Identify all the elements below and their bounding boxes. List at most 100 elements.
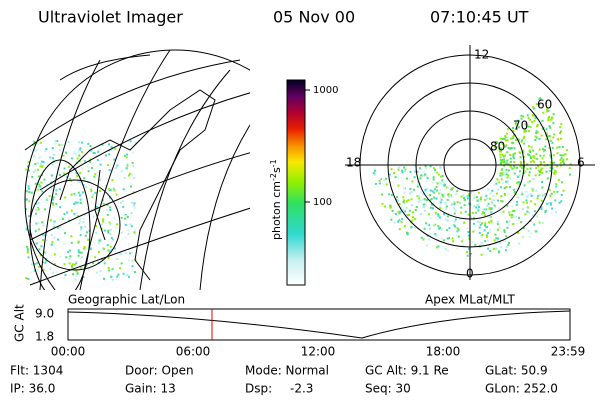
emission-pixel: [480, 235, 483, 238]
emission-pixel: [98, 238, 101, 241]
emission-pixel: [68, 262, 71, 265]
emission-pixel: [81, 150, 84, 153]
emission-pixel: [93, 152, 96, 155]
emission-pixel: [521, 191, 524, 194]
emission-pixel: [546, 110, 549, 113]
emission-pixel: [439, 166, 442, 169]
emission-pixel: [83, 213, 86, 216]
emission-pixel: [431, 181, 434, 184]
emission-pixel: [78, 154, 81, 157]
emission-pixel: [87, 238, 90, 241]
emission-pixel: [78, 222, 81, 225]
emission-pixel: [508, 224, 511, 227]
emission-pixel: [568, 167, 571, 170]
emission-pixel: [539, 97, 542, 100]
emission-pixel: [525, 201, 528, 204]
emission-pixel: [445, 180, 448, 183]
emission-pixel: [77, 251, 80, 254]
emission-pixel: [388, 173, 391, 176]
emission-pixel: [432, 224, 435, 227]
emission-pixel: [34, 230, 37, 233]
emission-pixel: [68, 257, 71, 260]
emission-pixel: [62, 242, 65, 245]
emission-pixel: [519, 193, 522, 196]
emission-pixel: [438, 192, 441, 195]
emission-pixel: [549, 194, 552, 197]
emission-pixel: [468, 213, 471, 216]
emission-pixel: [46, 197, 49, 200]
emission-pixel: [551, 161, 554, 164]
emission-pixel: [73, 152, 76, 155]
emission-pixel: [556, 152, 559, 155]
emission-pixel: [473, 197, 476, 200]
timeline-x-label: 06:00: [176, 345, 211, 359]
emission-pixel: [512, 135, 515, 138]
emission-pixel: [484, 198, 487, 201]
emission-pixel: [112, 216, 115, 219]
emission-pixel: [445, 205, 448, 208]
emission-pixel: [490, 211, 493, 214]
emission-pixel: [503, 240, 506, 243]
emission-pixel: [436, 182, 439, 185]
emission-pixel: [54, 247, 57, 250]
emission-pixel: [89, 188, 92, 191]
emission-pixel: [527, 229, 530, 232]
emission-pixel: [554, 169, 557, 172]
emission-pixel: [501, 158, 504, 161]
emission-pixel: [501, 200, 504, 203]
emission-pixel: [501, 173, 504, 176]
emission-pixel: [56, 160, 59, 163]
emission-pixel: [476, 220, 479, 223]
emission-pixel: [507, 163, 510, 166]
emission-pixel: [70, 209, 73, 212]
emission-pixel: [534, 139, 537, 142]
timeline-axis-label: GC Alt: [13, 304, 27, 342]
emission-pixel: [109, 223, 112, 226]
emission-pixel: [469, 192, 472, 195]
emission-pixel: [492, 194, 495, 197]
emission-pixel: [569, 173, 572, 176]
polar-label: 12: [474, 48, 489, 62]
emission-pixel: [39, 165, 42, 168]
emission-pixel: [116, 163, 119, 166]
polar-plot: [345, 45, 595, 280]
emission-pixel: [427, 194, 430, 197]
emission-pixel: [380, 193, 383, 196]
emission-pixel: [49, 267, 52, 270]
emission-pixel: [51, 241, 54, 244]
emission-pixel: [534, 203, 537, 206]
emission-pixel: [63, 213, 66, 216]
emission-pixel: [488, 193, 491, 196]
emission-pixel: [517, 181, 520, 184]
emission-pixel: [509, 164, 512, 167]
emission-pixel: [81, 168, 84, 171]
emission-pixel: [402, 199, 405, 202]
emission-pixel: [429, 228, 432, 231]
emission-pixel: [554, 170, 557, 173]
emission-pixel: [117, 253, 120, 256]
emission-pixel: [97, 261, 100, 264]
emission-pixel: [55, 189, 58, 192]
emission-pixel: [480, 253, 483, 256]
emission-pixel: [542, 154, 545, 157]
emission-pixel: [456, 227, 459, 230]
emission-pixel: [498, 150, 501, 153]
emission-pixel: [73, 192, 76, 195]
emission-pixel: [533, 119, 536, 122]
emission-pixel: [109, 209, 112, 212]
emission-pixel: [409, 187, 412, 190]
emission-pixel: [33, 140, 36, 143]
emission-pixel: [76, 157, 79, 160]
emission-pixel: [34, 169, 37, 172]
emission-pixel: [439, 226, 442, 229]
emission-pixel: [499, 186, 502, 189]
emission-pixel: [383, 178, 386, 181]
emission-pixel: [124, 154, 127, 157]
emission-pixel: [513, 147, 516, 150]
emission-pixel: [126, 274, 129, 277]
emission-pixel: [426, 244, 429, 247]
emission-pixel: [442, 194, 445, 197]
emission-pixel: [417, 194, 420, 197]
emission-pixel: [509, 154, 512, 157]
emission-pixel: [440, 237, 443, 240]
